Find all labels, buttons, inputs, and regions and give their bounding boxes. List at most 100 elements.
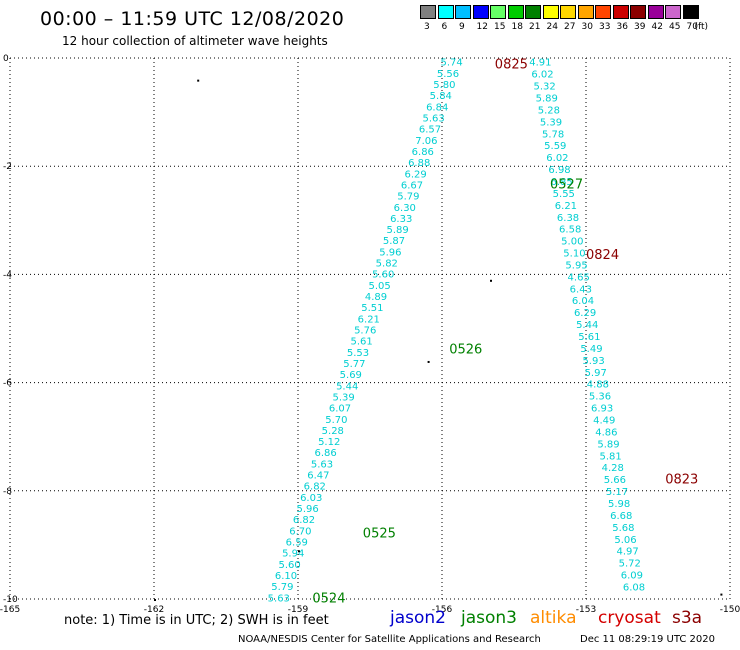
island-dot bbox=[427, 360, 430, 363]
wave-height-value: 6.43 bbox=[570, 284, 592, 295]
wave-height-value: 5.68 bbox=[612, 523, 634, 534]
legend-swatch bbox=[472, 5, 489, 19]
wave-height-value: 5.87 bbox=[383, 236, 405, 247]
legend-swatch bbox=[682, 5, 699, 19]
satellite-label-cryosat: cryosat bbox=[598, 608, 661, 628]
wave-height-value: 6.03 bbox=[300, 493, 322, 504]
legend-label: 9 bbox=[459, 22, 465, 32]
wave-height-value: 6.93 bbox=[591, 404, 613, 415]
legend-swatch bbox=[437, 5, 454, 19]
wave-height-value: 6.47 bbox=[307, 471, 329, 482]
legend-swatch bbox=[577, 5, 594, 19]
wave-height-value: 6.68 bbox=[610, 511, 632, 522]
wave-height-value: 5.96 bbox=[296, 504, 318, 515]
legend-swatch bbox=[507, 5, 524, 19]
wave-height-value: 6.70 bbox=[289, 526, 311, 537]
x-tick-label: -165 bbox=[0, 605, 20, 615]
legend-label: 21 bbox=[529, 22, 541, 32]
wave-height-value: 5.76 bbox=[354, 326, 376, 337]
wave-height-value: 5.36 bbox=[589, 392, 611, 403]
x-tick-label: -156 bbox=[432, 605, 453, 615]
wave-height-value: 5.53 bbox=[347, 348, 369, 359]
wave-height-value: 5.00 bbox=[561, 237, 583, 248]
legend-label: 45 bbox=[669, 22, 681, 32]
wave-height-value: 5.10 bbox=[563, 249, 585, 260]
wave-height-value: 5.63 bbox=[311, 459, 333, 470]
x-tick-label: -150 bbox=[720, 605, 740, 615]
wave-height-value: 5.39 bbox=[540, 117, 562, 128]
y-tick-label: -4 bbox=[3, 270, 12, 280]
wave-height-value: 5.60 bbox=[278, 560, 300, 571]
generated-timestamp: Dec 11 08:29:19 UTC 2020 bbox=[580, 634, 715, 645]
legend-swatch bbox=[560, 5, 576, 19]
wave-height-value: 5.94 bbox=[282, 549, 304, 560]
wave-height-value: 4.89 bbox=[365, 292, 387, 303]
wave-height-value: 6.86 bbox=[314, 448, 336, 459]
wave-height-value: 5.84 bbox=[430, 91, 452, 102]
page-title: 00:00 – 11:59 UTC 12/08/2020 bbox=[40, 8, 345, 30]
wave-height-value: 6.85 bbox=[551, 177, 573, 188]
wave-height-value: 6.21 bbox=[555, 201, 577, 212]
legend-label: 39 bbox=[634, 22, 646, 32]
pass-time-label: 0526 bbox=[449, 342, 482, 357]
legend-swatch bbox=[542, 5, 559, 19]
wave-height-value: 5.89 bbox=[386, 225, 408, 236]
wave-height-value: 5.97 bbox=[585, 368, 607, 379]
island-dot bbox=[154, 599, 156, 601]
wave-height-value: 5.82 bbox=[376, 259, 398, 270]
wave-height-value: 5.56 bbox=[437, 69, 459, 80]
wave-height-value: 6.08 bbox=[623, 582, 645, 593]
legend-label: 33 bbox=[599, 22, 611, 32]
wave-height-value: 4.97 bbox=[616, 547, 638, 558]
wave-height-value: 5.06 bbox=[614, 535, 636, 546]
wave-height-value: 5.77 bbox=[343, 359, 365, 370]
wave-height-value: 5.63 bbox=[422, 113, 444, 124]
pass-time-label: 0525 bbox=[363, 526, 396, 541]
wave-height-value: 6.02 bbox=[531, 70, 553, 81]
legend-swatch bbox=[420, 5, 436, 19]
pass-time-label: 0524 bbox=[312, 591, 345, 606]
wave-height-value: 4.65 bbox=[568, 272, 590, 283]
wave-height-value: 6.10 bbox=[275, 571, 297, 582]
wave-height-value: 5.89 bbox=[536, 93, 558, 104]
wave-height-value: 5.05 bbox=[368, 281, 390, 292]
legend-label: 3 bbox=[424, 22, 430, 32]
legend-swatch bbox=[647, 5, 664, 19]
wave-height-value: 5.98 bbox=[608, 499, 630, 510]
island-dot bbox=[720, 593, 723, 596]
wave-height-value: 5.69 bbox=[340, 370, 362, 381]
wave-height-value: 6.07 bbox=[329, 404, 351, 415]
wave-height-value: 5.89 bbox=[597, 439, 619, 450]
wave-height-value: 6.67 bbox=[401, 180, 423, 191]
wave-height-value: 6.84 bbox=[426, 102, 448, 113]
legend-label: 27 bbox=[564, 22, 576, 32]
wave-height-value: 5.61 bbox=[350, 337, 372, 348]
wave-height-value: 4.86 bbox=[595, 427, 617, 438]
wave-height-value: 5.72 bbox=[619, 559, 641, 570]
legend-label: 36 bbox=[616, 22, 628, 32]
wave-height-value: 5.51 bbox=[361, 303, 383, 314]
wave-height-value: 6.30 bbox=[394, 203, 416, 214]
wave-height-value: 5.74 bbox=[440, 58, 462, 69]
wave-height-value: 5.78 bbox=[542, 129, 564, 140]
y-tick-label: -10 bbox=[3, 595, 18, 605]
legend-swatch bbox=[595, 5, 611, 19]
x-tick-label: -162 bbox=[144, 605, 164, 615]
wave-height-value: 5.12 bbox=[318, 437, 340, 448]
legend-label: 30 bbox=[581, 22, 593, 32]
wave-height-value: 6.09 bbox=[621, 571, 643, 582]
wave-height-value: 5.61 bbox=[578, 332, 600, 343]
wave-height-value: 6.02 bbox=[546, 153, 568, 164]
wave-height-value: 6.38 bbox=[557, 213, 579, 224]
wave-height-value: 5.63 bbox=[268, 593, 290, 604]
legend-label: 12 bbox=[476, 22, 488, 32]
y-tick-label: 0 bbox=[3, 54, 9, 64]
y-tick-label: -8 bbox=[3, 487, 12, 497]
x-tick-label: -153 bbox=[576, 605, 596, 615]
wave-height-value: 4.91 bbox=[529, 58, 551, 69]
y-tick-label: -2 bbox=[3, 162, 12, 172]
legend-swatch bbox=[525, 5, 541, 19]
wave-height-value: 5.96 bbox=[379, 247, 401, 258]
wave-height-value: 6.86 bbox=[412, 147, 434, 158]
